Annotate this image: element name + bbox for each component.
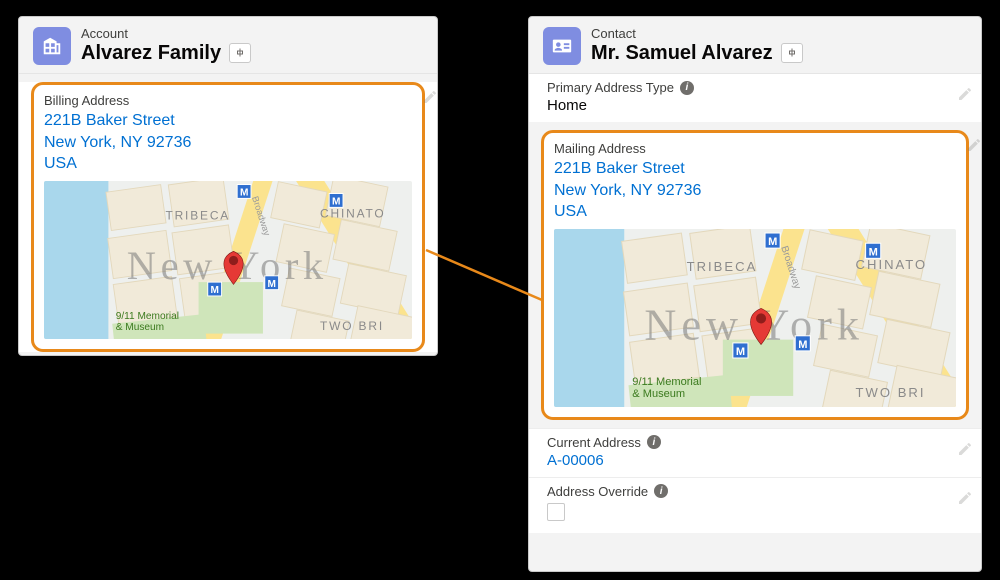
mailing-address-label: Mailing Address [554,141,956,156]
address-line: 221B Baker Street [44,110,412,132]
edit-icon[interactable] [957,86,975,104]
account-card-header: Account Alvarez Family [19,17,437,74]
address-line: USA [554,201,956,223]
mailing-address-value[interactable]: 221B Baker Street New York, NY 92736 USA [554,158,956,223]
contact-icon [543,27,581,65]
svg-text:M: M [211,285,219,296]
primary-address-type-field: Primary Address Type i Home [529,74,981,122]
address-line: 221B Baker Street [554,158,956,180]
svg-text:M: M [869,246,878,258]
info-icon[interactable]: i [647,435,661,449]
current-address-field: Current Address i A-00006 [529,428,981,477]
svg-text:M: M [240,187,248,198]
edit-icon[interactable] [957,441,975,459]
billing-address-value[interactable]: 221B Baker Street New York, NY 92736 USA [44,110,412,175]
svg-text:TRIBECA: TRIBECA [165,208,230,222]
edit-icon[interactable] [422,89,440,107]
svg-text:M: M [798,339,807,351]
current-address-value[interactable]: A-00006 [547,452,963,475]
edit-icon[interactable] [957,490,975,508]
contact-card-header: Contact Mr. Samuel Alvarez [529,17,981,74]
primary-address-type-value: Home [547,97,963,120]
address-override-field: Address Override i [529,477,981,533]
svg-text:M: M [332,196,340,207]
hierarchy-button[interactable] [229,43,251,63]
svg-text:M: M [268,279,276,290]
info-icon[interactable]: i [654,484,668,498]
primary-address-type-label: Primary Address Type [547,80,674,95]
edit-icon[interactable] [966,137,984,155]
hierarchy-button[interactable] [781,43,803,63]
contact-name: Mr. Samuel Alvarez [591,42,773,65]
svg-text:TWO BRI: TWO BRI [856,385,926,400]
svg-text:CHINATO: CHINATO [320,206,386,220]
billing-address-highlight: Billing Address 221B Baker Street New Yo… [31,82,425,352]
address-line: New York, NY 92736 [44,132,412,154]
svg-text:M: M [736,346,745,358]
contact-card: Contact Mr. Samuel Alvarez Primary Addre… [528,16,982,572]
account-name: Alvarez Family [81,42,221,65]
svg-text:TWO BRI: TWO BRI [320,319,384,333]
account-object-type: Account [81,27,251,42]
account-card: Account Alvarez Family Billing Address 2… [18,16,438,356]
svg-text:M: M [768,236,777,248]
mailing-address-highlight: Mailing Address 221B Baker Street New Yo… [541,130,969,420]
svg-text:TRIBECA: TRIBECA [687,259,758,274]
address-override-label: Address Override [547,484,648,499]
billing-address-map[interactable]: New YorkTRIBECACHINATOTWO BRIBroadway9/1… [44,181,412,339]
info-icon[interactable]: i [680,81,694,95]
svg-text:CHINATO: CHINATO [856,257,928,272]
contact-object-type: Contact [591,27,803,42]
current-address-label: Current Address [547,435,641,450]
account-icon [33,27,71,65]
address-override-checkbox[interactable] [547,503,565,521]
address-line: USA [44,153,412,175]
address-line: New York, NY 92736 [554,180,956,202]
mailing-address-map[interactable]: New YorkTRIBECACHINATOTWO BRIBroadway9/1… [554,229,956,407]
billing-address-label: Billing Address [44,93,412,108]
